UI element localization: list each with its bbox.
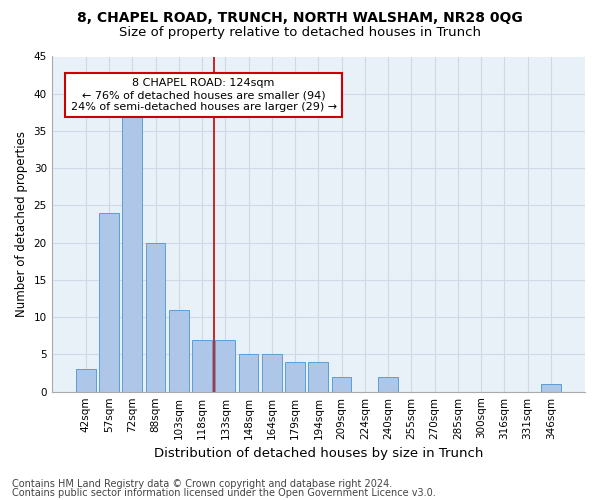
Bar xyxy=(262,354,282,392)
Bar xyxy=(192,340,212,392)
Bar xyxy=(285,362,305,392)
Bar xyxy=(332,377,352,392)
Text: Contains public sector information licensed under the Open Government Licence v3: Contains public sector information licen… xyxy=(12,488,436,498)
Text: 8, CHAPEL ROAD, TRUNCH, NORTH WALSHAM, NR28 0QG: 8, CHAPEL ROAD, TRUNCH, NORTH WALSHAM, N… xyxy=(77,12,523,26)
Y-axis label: Number of detached properties: Number of detached properties xyxy=(15,131,28,317)
Text: 8 CHAPEL ROAD: 124sqm
← 76% of detached houses are smaller (94)
24% of semi-deta: 8 CHAPEL ROAD: 124sqm ← 76% of detached … xyxy=(71,78,337,112)
Bar xyxy=(169,310,188,392)
Bar xyxy=(378,377,398,392)
Bar xyxy=(215,340,235,392)
Bar xyxy=(239,354,259,392)
Text: Contains HM Land Registry data © Crown copyright and database right 2024.: Contains HM Land Registry data © Crown c… xyxy=(12,479,392,489)
Bar xyxy=(99,213,119,392)
Bar xyxy=(541,384,561,392)
X-axis label: Distribution of detached houses by size in Trunch: Distribution of detached houses by size … xyxy=(154,447,483,460)
Bar xyxy=(122,116,142,392)
Text: Size of property relative to detached houses in Trunch: Size of property relative to detached ho… xyxy=(119,26,481,39)
Bar xyxy=(146,242,166,392)
Bar xyxy=(76,370,95,392)
Bar xyxy=(308,362,328,392)
